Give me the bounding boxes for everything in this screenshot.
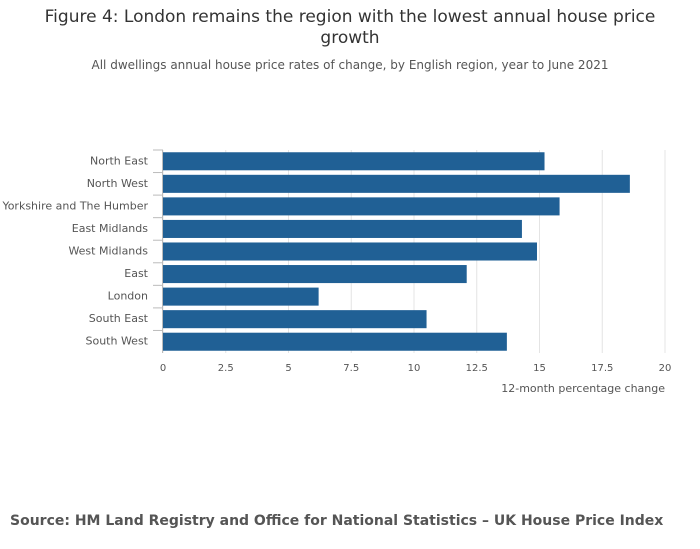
source: Source: HM Land Registry and Office for … xyxy=(10,513,664,529)
y-tick-label: North East xyxy=(90,154,149,167)
y-tick-label: Yorkshire and The Humber xyxy=(1,199,148,212)
y-tick-label: East xyxy=(124,267,148,280)
chart-title: Figure 4: London remains the region with… xyxy=(44,7,656,48)
bar xyxy=(163,174,630,193)
bar xyxy=(163,197,560,216)
x-tick-label: 5 xyxy=(285,363,291,374)
bar xyxy=(163,287,319,306)
bar xyxy=(163,242,537,261)
bar xyxy=(163,265,467,284)
chart: 12-month percentage change 0 2.5 5 7.5 10 12.… xyxy=(1,149,672,395)
bar xyxy=(163,152,545,171)
y-tick-label: North West xyxy=(87,177,149,190)
y-tick-label: South West xyxy=(85,335,148,348)
x-tick-label: 17.5 xyxy=(591,363,613,374)
chart-subtitle: All dwellings annual house price rates o… xyxy=(91,58,609,72)
bar xyxy=(163,219,522,238)
x-tick-label: 0 xyxy=(160,363,166,374)
x-tick-label: 15 xyxy=(533,363,546,374)
y-tick-label: South East xyxy=(89,312,149,325)
x-axis-label: 12-month percentage change xyxy=(501,382,665,395)
x-tick-label: 7.5 xyxy=(343,363,359,374)
bar xyxy=(163,310,427,329)
x-tick-label: 12.5 xyxy=(466,363,488,374)
y-tick-label: West Midlands xyxy=(68,245,148,258)
bar xyxy=(163,332,507,351)
x-tick-label: 10 xyxy=(408,363,421,374)
x-tick-label: 20 xyxy=(659,363,672,374)
x-tick-label: 2.5 xyxy=(218,363,234,374)
y-tick-label: London xyxy=(108,290,148,303)
y-tick-label: East Midlands xyxy=(72,222,149,235)
